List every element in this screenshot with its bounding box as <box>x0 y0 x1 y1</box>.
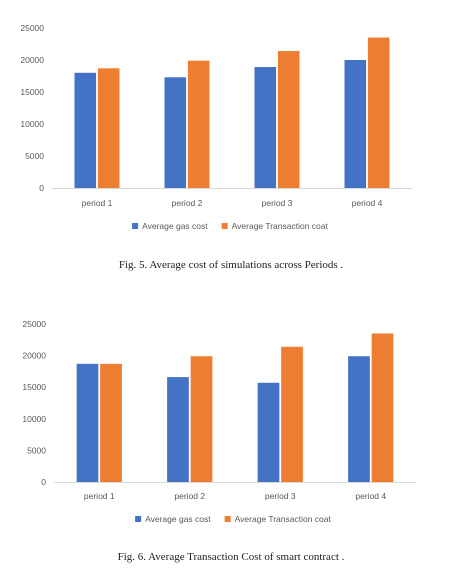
bar-gas-cost <box>257 382 280 482</box>
bar-transaction-coat <box>187 60 210 188</box>
x-category-label: period 2 <box>172 198 203 208</box>
bar-transaction-coat <box>281 346 303 482</box>
chart-figure-5: 0 5000 10000 15000 20000 25000 period 1 period … <box>0 14 462 244</box>
y-tick-label: 25000 <box>22 319 46 329</box>
x-category-label: period 3 <box>265 491 296 501</box>
bar-transaction-coat <box>371 333 394 482</box>
legend-swatch <box>221 223 228 229</box>
bar-gas-cost <box>348 356 370 482</box>
bar-transaction-coat <box>367 37 390 188</box>
legend-label: Average gas cost <box>145 514 211 524</box>
bar-gas-cost <box>167 377 189 482</box>
legend: Average gas cost Average Transaction coat <box>135 514 332 524</box>
y-tick-label: 0 <box>41 477 46 487</box>
bar-gas-cost <box>164 77 187 188</box>
bar-gas-cost <box>344 60 367 188</box>
x-category-label: period 4 <box>355 491 386 501</box>
x-category-label: period 4 <box>352 198 383 208</box>
bar-gas-cost <box>254 67 277 188</box>
y-tick-label: 10000 <box>22 414 46 424</box>
x-category-label: period 2 <box>174 491 205 501</box>
y-tick-label: 15000 <box>20 87 44 97</box>
legend-swatch <box>224 516 231 522</box>
legend-swatch <box>132 223 139 229</box>
bar-transaction-coat <box>277 51 300 188</box>
y-tick-label: 0 <box>39 183 44 193</box>
bar-transaction-coat <box>190 356 213 482</box>
y-tick-label: 5000 <box>27 445 46 455</box>
y-tick-label: 10000 <box>20 119 44 129</box>
figure-6-caption: Fig. 6. Average Transaction Cost of smar… <box>117 551 345 563</box>
bar-gas-cost <box>76 363 99 482</box>
y-tick-label: 20000 <box>22 351 46 361</box>
y-tick-label: 20000 <box>20 55 44 65</box>
y-tick-label: 25000 <box>20 23 44 33</box>
y-tick-label: 15000 <box>22 382 46 392</box>
y-tick-label: 5000 <box>25 151 44 161</box>
bar-transaction-coat <box>97 68 120 188</box>
x-category-label: period 1 <box>82 198 113 208</box>
bar-gas-cost <box>74 72 97 188</box>
bar-transaction-coat <box>100 363 122 482</box>
legend: Average gas cost Average Transaction coat <box>132 221 329 231</box>
x-category-label: period 1 <box>84 491 115 501</box>
figure-5-caption: Fig. 5. Average cost of simulations acro… <box>118 259 344 271</box>
legend-label: Average gas cost <box>142 221 208 231</box>
legend-label: Average Transaction coat <box>235 514 332 524</box>
legend-label: Average Transaction coat <box>232 221 329 231</box>
bar-chart-2: 0 5000 10000 15000 20000 25000 period 1 period … <box>22 319 416 524</box>
x-category-label: period 3 <box>262 198 293 208</box>
bar-chart-1: 0 5000 10000 15000 20000 25000 period 1 period … <box>20 23 412 231</box>
legend-swatch <box>135 516 142 522</box>
chart-figure-6: 0 5000 10000 15000 20000 25000 period 1 period … <box>0 312 462 534</box>
